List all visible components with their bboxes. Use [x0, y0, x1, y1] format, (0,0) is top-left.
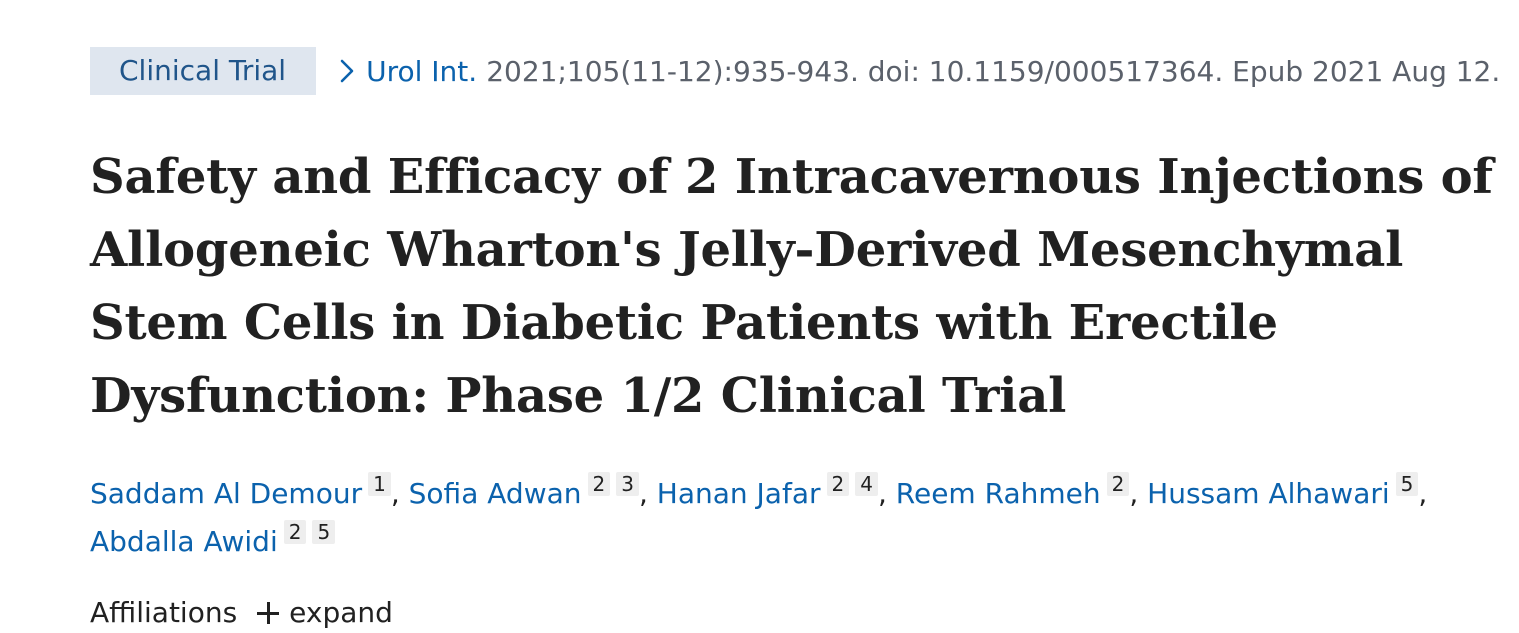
expand-affiliations-button[interactable]: expand	[257, 593, 393, 633]
citation-text: 2021;105(11-12):935-943. doi: 10.1159/00…	[486, 54, 1501, 88]
plus-icon	[257, 602, 280, 624]
affiliations-label: Affiliations	[90, 596, 238, 629]
affiliation-ref[interactable]: 2	[283, 520, 307, 544]
author-separator: ,	[1129, 477, 1139, 510]
affiliation-ref[interactable]: 2	[587, 472, 611, 496]
expand-label: expand	[289, 596, 393, 629]
affiliation-ref[interactable]: 2	[1106, 472, 1130, 496]
affiliation-ref[interactable]: 1	[368, 472, 391, 496]
author: Sofia Adwan 2 3	[408, 472, 639, 510]
affiliation-ref[interactable]: 5	[1395, 472, 1419, 496]
author: Hussam Alhawari 5	[1147, 472, 1419, 510]
publication-type-badge: Clinical Trial	[90, 47, 317, 95]
journal-link[interactable]: Urol Int.	[366, 54, 478, 88]
author-link[interactable]: Sofia Adwan	[408, 477, 582, 510]
author: Hanan Jafar 2 4	[656, 472, 878, 510]
author-link[interactable]: Abdalla Awidi	[90, 525, 278, 558]
authors-list: Saddam Al Demour 1, Sofia Adwan 2 3, Hanan …	[90, 470, 1490, 566]
chevron-right-icon	[336, 56, 358, 86]
author-separator: ,	[638, 477, 648, 510]
author-link[interactable]: Reem Rahmeh	[895, 477, 1101, 510]
author-separator: ,	[390, 477, 400, 510]
affiliation-ref[interactable]: 3	[616, 472, 639, 496]
affiliation-ref[interactable]: 2	[826, 472, 850, 496]
author: Abdalla Awidi 2 5	[90, 520, 336, 558]
affiliations-header: Affiliations expand	[90, 593, 393, 633]
author-link[interactable]: Hanan Jafar	[656, 477, 821, 510]
affiliation-ref[interactable]: 4	[855, 472, 878, 496]
author: Saddam Al Demour 1	[90, 472, 391, 510]
author: Reem Rahmeh 2	[895, 472, 1130, 510]
article-title: Safety and Efficacy of 2 Intracavernous …	[90, 149, 1493, 424]
article-meta: Clinical Trial Urol Int. 2021;105(11-12)…	[90, 47, 1500, 95]
author-link[interactable]: Hussam Alhawari	[1147, 477, 1390, 510]
affiliation-ref[interactable]: 5	[312, 520, 336, 544]
author-separator: ,	[877, 477, 887, 510]
author-link[interactable]: Saddam Al Demour	[90, 477, 363, 510]
author-separator: ,	[1418, 477, 1428, 510]
